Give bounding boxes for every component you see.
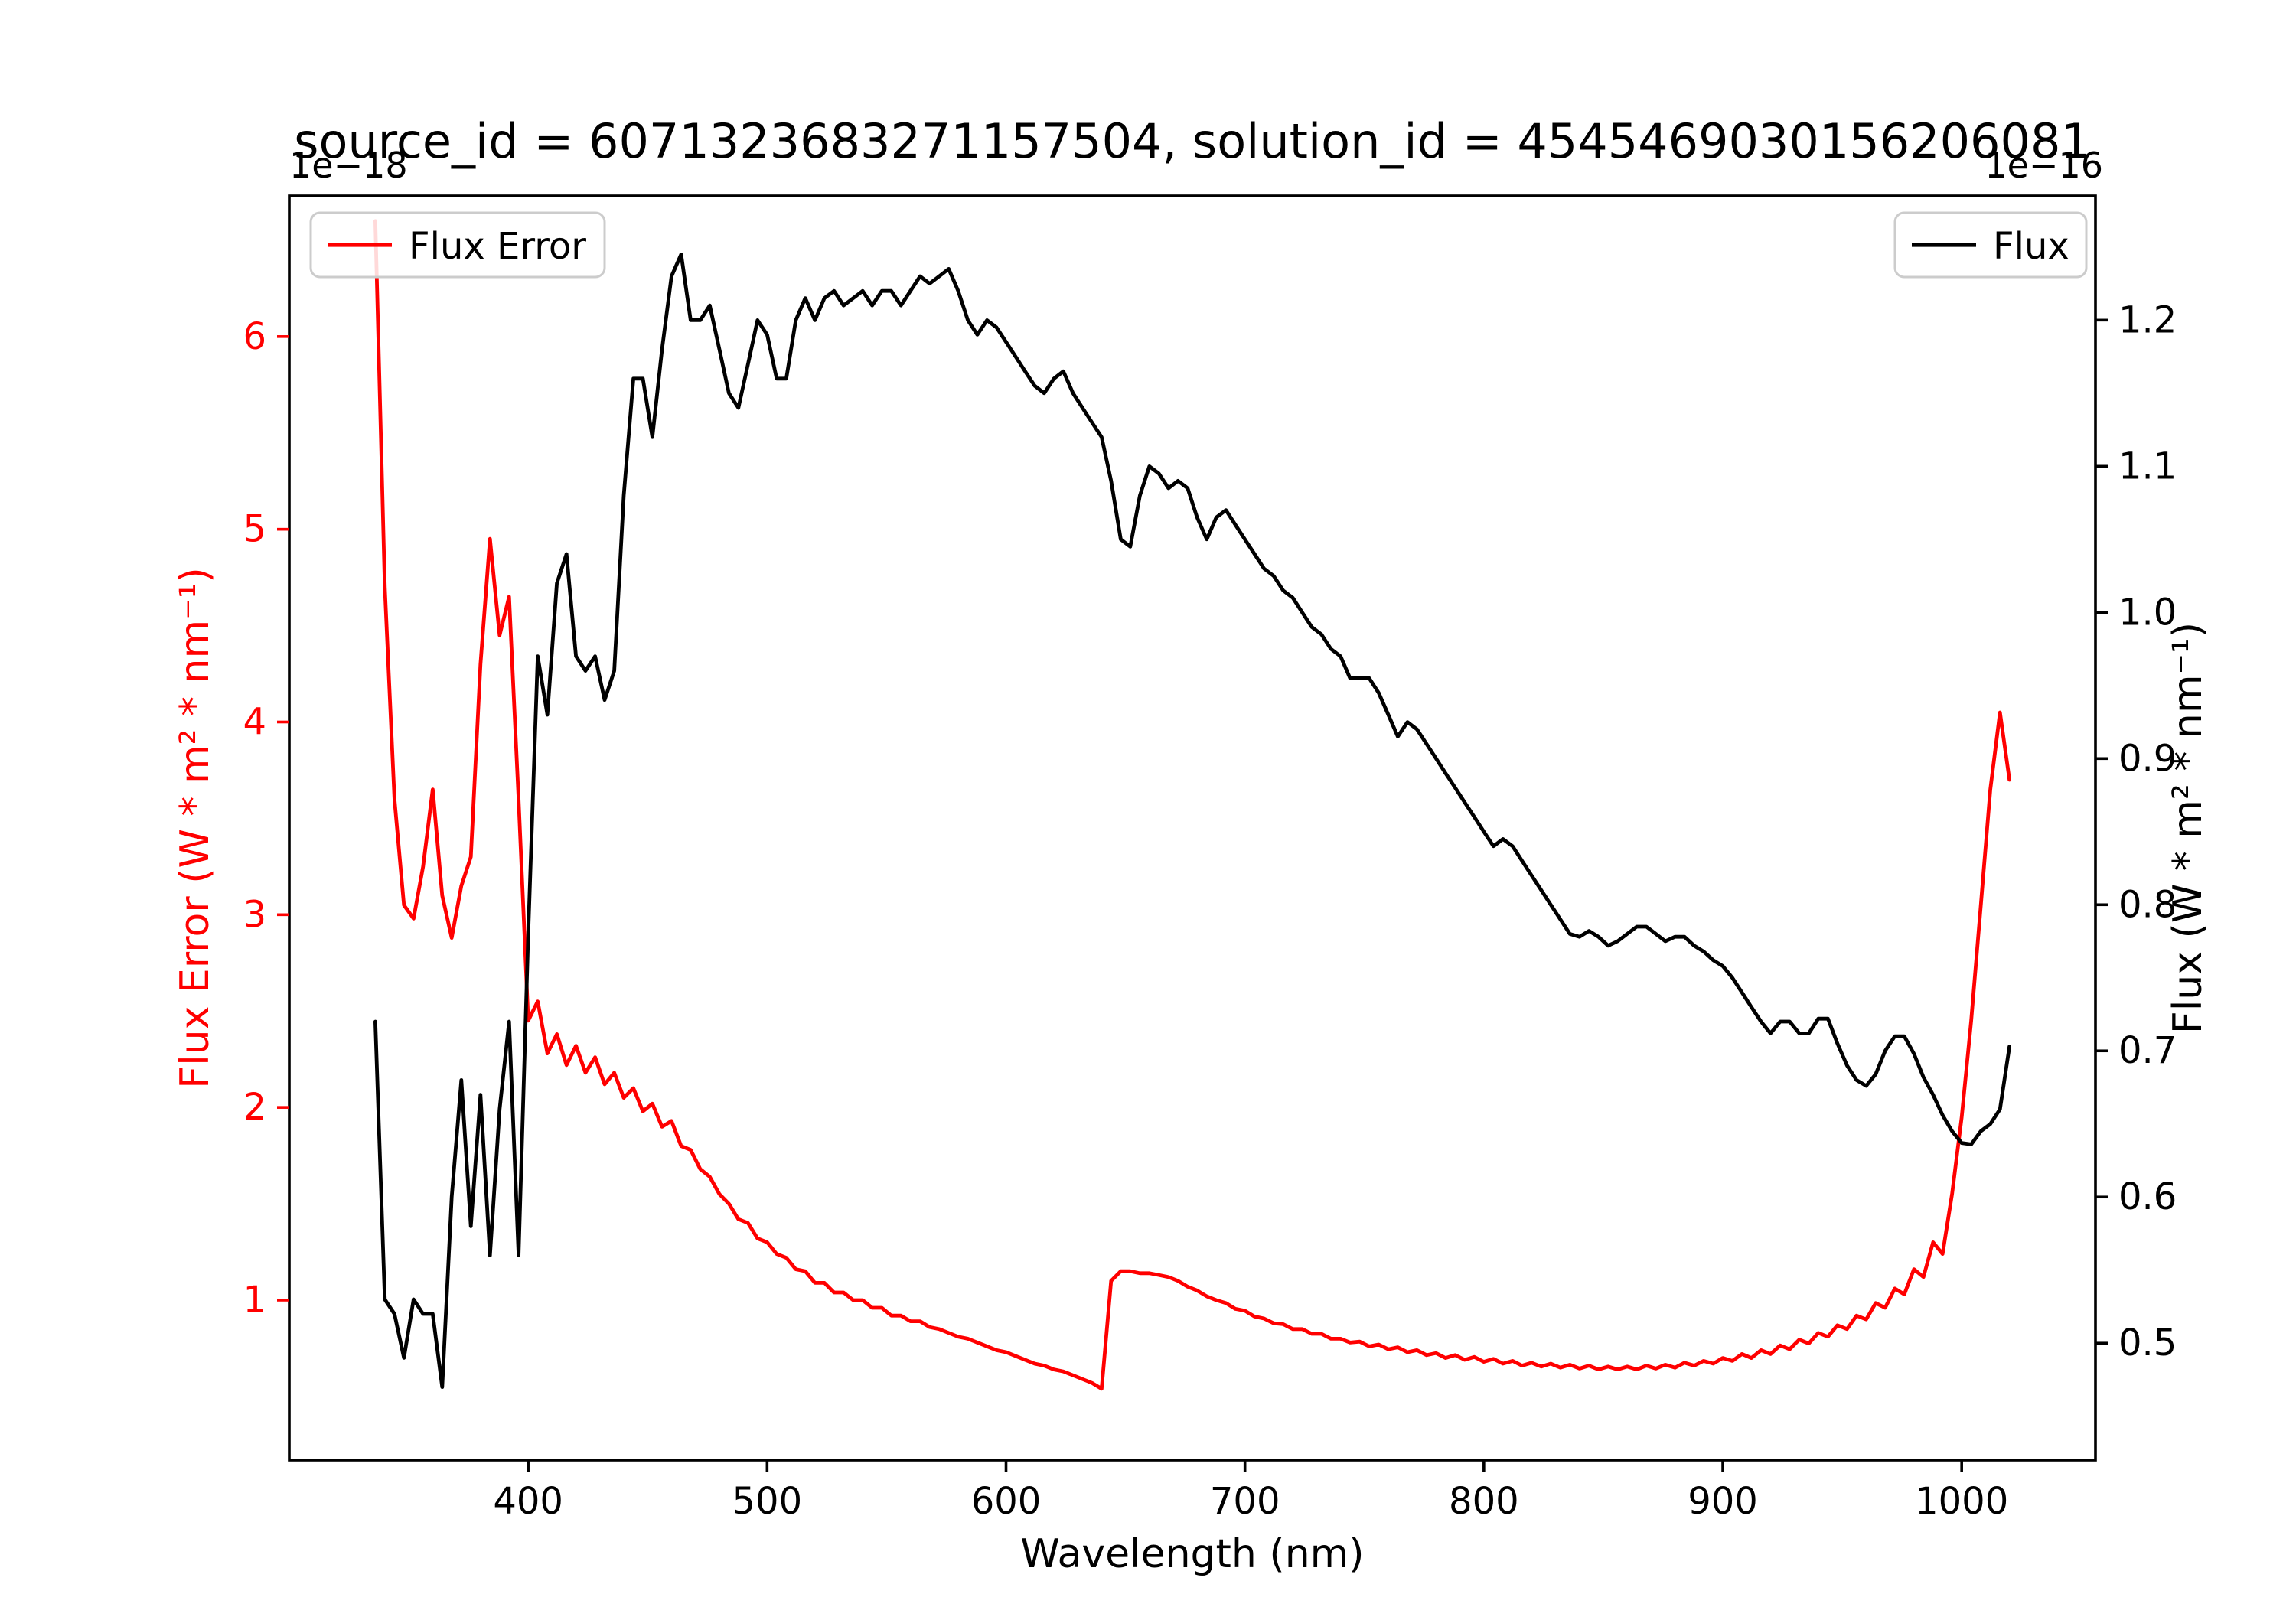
right-y-tick-label: 0.9 [2118, 737, 2177, 780]
left-y-tick-label: 4 [243, 700, 266, 743]
flux-line [373, 252, 2012, 1389]
legend-box [309, 211, 606, 279]
x-axis-label: Wavelength (nm) [1020, 1531, 1364, 1577]
left-y-tick-label: 2 [243, 1086, 266, 1129]
legend-flux: Flux [1893, 211, 2088, 279]
x-tick-label: 800 [1449, 1480, 1519, 1523]
plot-border [288, 194, 2097, 1462]
right-y-tick-label: 1.0 [2118, 591, 2177, 634]
legend-flux-error: Flux Error [309, 211, 606, 279]
x-tick-label: 500 [732, 1480, 803, 1523]
right-axis-offset-text: 1e−16 [1985, 145, 2103, 186]
right-y-tick-label: 0.6 [2118, 1175, 2177, 1218]
left-y-tick-label: 3 [243, 893, 266, 936]
left-y-tick-label: 5 [243, 508, 266, 551]
right-y-tick-label: 1.1 [2118, 445, 2177, 487]
chart-title: source_id = 6071323683271157504, solutio… [294, 113, 2091, 169]
right-y-tick-label: 0.7 [2118, 1029, 2177, 1072]
ticks-layer: 400 500 600 700 800 900 1000 1 2 3 4 5 6 0.5 0.6 0.7 0.8… [243, 298, 2177, 1523]
left-y-tick-label: 6 [243, 315, 266, 358]
right-y-tick-label: 1.2 [2118, 298, 2177, 341]
right-y-tick-label: 0.8 [2118, 883, 2177, 926]
left-y-tick-label: 1 [243, 1279, 266, 1322]
left-y-axis-label: Flux Error (W * m² * nm⁻¹) [172, 567, 218, 1088]
left-axis-offset-text: 1e−18 [289, 145, 408, 186]
series-layer [373, 219, 2012, 1391]
x-tick-label: 700 [1210, 1480, 1280, 1523]
right-y-tick-label: 0.5 [2118, 1322, 2177, 1364]
legend-box [1893, 211, 2088, 279]
x-tick-label: 1000 [1915, 1480, 2008, 1523]
x-tick-label: 900 [1688, 1480, 1758, 1523]
x-tick-label: 600 [971, 1480, 1042, 1523]
flux-error-line [373, 219, 2012, 1391]
x-tick-label: 400 [493, 1480, 563, 1523]
legend-label: Flux Error [409, 225, 586, 268]
plot-area [288, 194, 2097, 1462]
right-y-axis-label: Flux (W * m² * nm⁻¹) [2165, 622, 2211, 1034]
legend-label: Flux [1993, 225, 2069, 268]
